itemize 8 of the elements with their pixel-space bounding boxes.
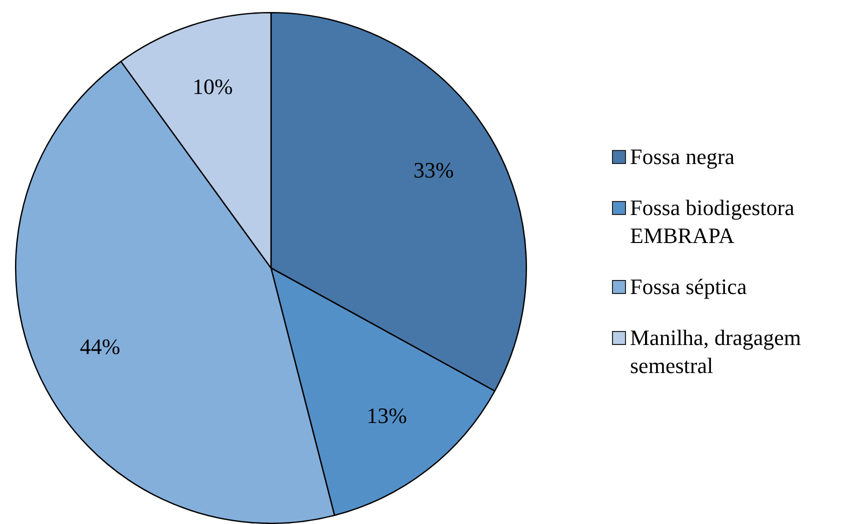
data-label: 44% <box>80 334 120 360</box>
data-label: 13% <box>366 403 407 428</box>
data-label: 10% <box>192 74 233 100</box>
legend-label: Fossa séptica <box>630 273 747 301</box>
legend-label: Manilha, dragagem semestral <box>630 324 802 380</box>
legend-label: Fossa biodigestora EMBRAPA <box>630 194 796 250</box>
data-label: 33% <box>413 158 454 183</box>
legend-label: Fossa negra <box>630 143 734 172</box>
